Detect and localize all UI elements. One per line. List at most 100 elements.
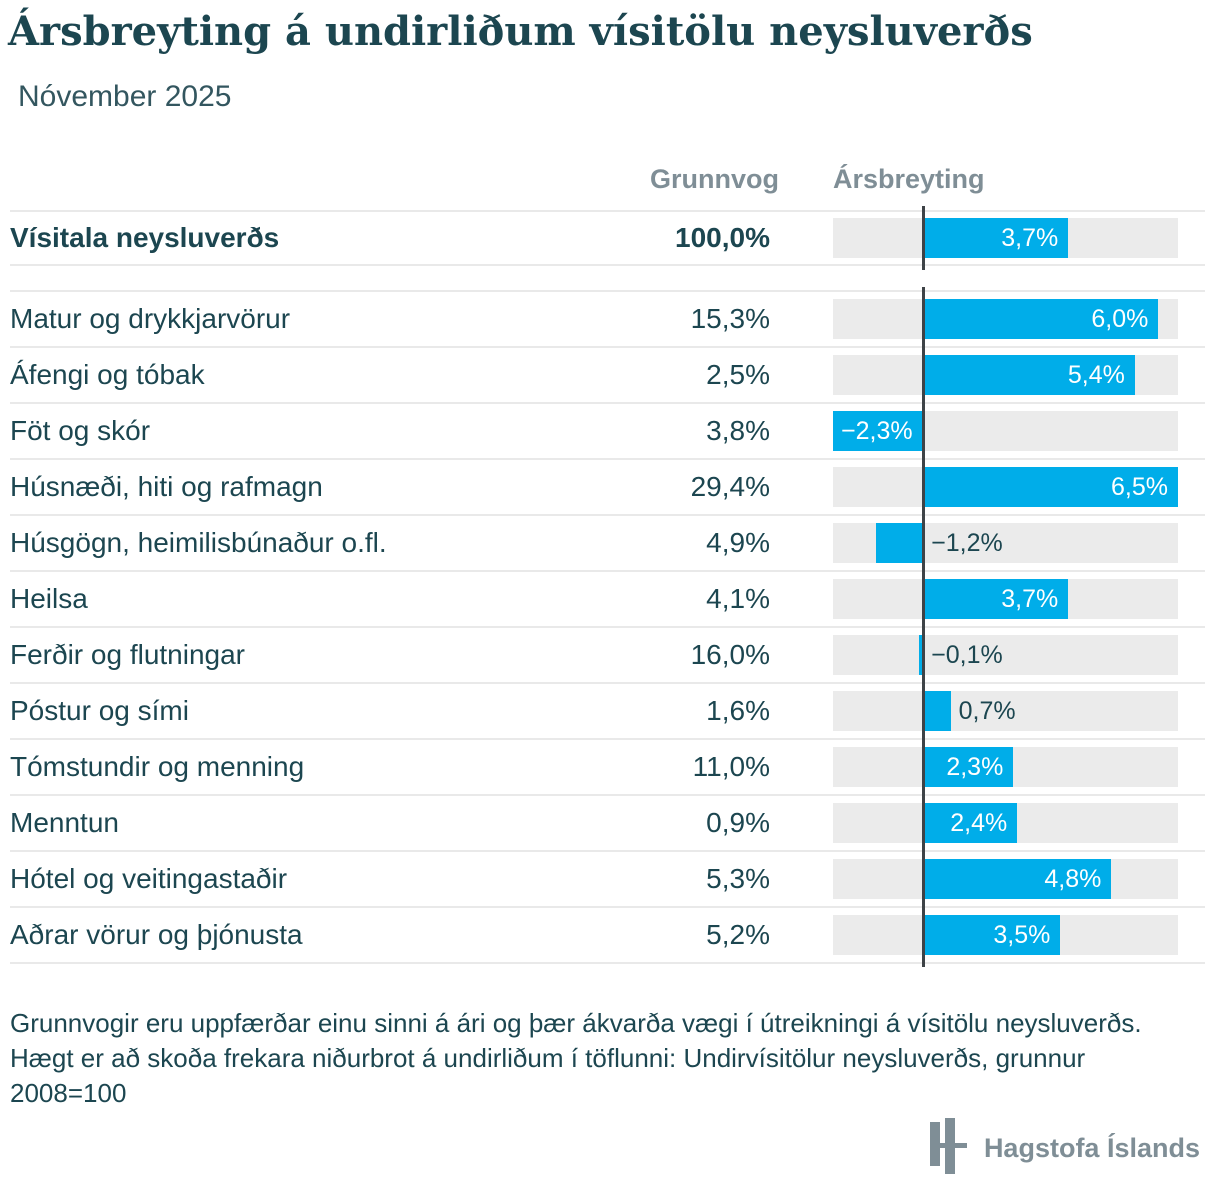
weight-value: 15,3% bbox=[690, 303, 770, 334]
table-row: Húsgögn, heimilisbúnaður o.fl. 4,9% −1,2… bbox=[10, 511, 1205, 575]
table-row: Áfengi og tóbak 2,5% 5,4% bbox=[10, 343, 1205, 407]
bar bbox=[923, 803, 1018, 843]
bar bbox=[923, 915, 1061, 955]
table-row: Húsnæði, hiti og rafmagn 29,4% 6,5% bbox=[10, 455, 1205, 519]
zero-line bbox=[922, 455, 925, 519]
zero-line bbox=[922, 567, 925, 631]
table-row: Menntun 0,9% 2,4% bbox=[10, 791, 1205, 855]
zero-line bbox=[922, 206, 925, 270]
bar-value-label: 6,5% bbox=[1111, 473, 1168, 501]
page-title: Ársbreyting á undirliðum vísitölu neyslu… bbox=[8, 8, 1033, 55]
weight-value: 1,6% bbox=[706, 695, 770, 726]
table-row: Hótel og veitingastaðir 5,3% 4,8% bbox=[10, 847, 1205, 911]
bar bbox=[923, 691, 951, 731]
zero-line bbox=[922, 791, 925, 855]
weight-value: 5,3% bbox=[706, 863, 770, 894]
table-row: Ferðir og flutningar 16,0% −0,1% bbox=[10, 623, 1205, 687]
zero-line bbox=[922, 735, 925, 799]
table-row: Aðrar vörur og þjónusta 5,2% 3,5% bbox=[10, 903, 1205, 967]
footnote-line-2: Hægt er að skoða frekara niðurbrot á und… bbox=[10, 1043, 1086, 1108]
weight-value: 4,9% bbox=[706, 527, 770, 558]
branding: Hagstofa Íslands bbox=[0, 1117, 1200, 1180]
page-subtitle: Nóvember 2025 bbox=[18, 80, 232, 113]
table-row: Matur og drykkjarvörur 15,3% 6,0% bbox=[10, 287, 1205, 351]
bar-value-label: 3,5% bbox=[993, 921, 1051, 949]
bar-track: 6,0% bbox=[833, 287, 1178, 351]
weight-value: 11,0% bbox=[692, 751, 770, 782]
category-label: Heilsa bbox=[10, 583, 88, 614]
category-label: Matur og drykkjarvörur bbox=[10, 303, 291, 334]
category-label: Aðrar vörur og þjónusta bbox=[10, 919, 303, 950]
bar bbox=[923, 747, 1014, 787]
footnote-line-1: Grunnvogir eru uppfærðar einu sinni á ár… bbox=[10, 1008, 1142, 1038]
bar-value-label: 0,7% bbox=[958, 697, 1016, 725]
bar bbox=[923, 579, 1069, 619]
table-row: Vísitala neysluverðs 100,0% 3,7% bbox=[10, 206, 1205, 270]
category-label: Hótel og veitingastaðir bbox=[10, 863, 288, 894]
bar-value-label: 2,3% bbox=[946, 753, 1004, 781]
table-row: Póstur og sími 1,6% 0,7% bbox=[10, 679, 1205, 743]
section-gap bbox=[0, 266, 1220, 290]
zero-line bbox=[922, 847, 925, 911]
weight-value: 16,0% bbox=[690, 639, 770, 670]
bar-track: 3,7% bbox=[833, 567, 1178, 631]
table-row: Tómstundir og menning 11,0% 2,3% bbox=[10, 735, 1205, 799]
bar-track: 0,7% bbox=[833, 679, 1178, 743]
logo-text: Hagstofa Íslands bbox=[983, 1133, 1200, 1163]
bar-value-label: 2,4% bbox=[950, 809, 1008, 837]
bar-track: 3,7% bbox=[833, 206, 1178, 270]
bar-value-label: −1,2% bbox=[931, 529, 1003, 557]
bar-track: −2,3% bbox=[833, 399, 1178, 463]
bar-value-label: 3,7% bbox=[1001, 224, 1059, 252]
bar-value-label: −0,1% bbox=[931, 641, 1003, 669]
weight-value: 100,0% bbox=[675, 222, 770, 253]
bar-value-label: 6,0% bbox=[1091, 305, 1149, 333]
bar-track: 5,4% bbox=[833, 343, 1178, 407]
weight-value: 0,9% bbox=[706, 807, 770, 838]
zero-line bbox=[922, 511, 925, 575]
zero-line bbox=[922, 903, 925, 967]
bar-value-label: 5,4% bbox=[1067, 361, 1125, 389]
column-header-arsbreyting: Ársbreyting bbox=[833, 164, 985, 194]
category-label: Vísitala neysluverðs bbox=[10, 222, 280, 253]
bar bbox=[919, 635, 924, 675]
zero-line bbox=[922, 399, 925, 463]
category-label: Ferðir og flutningar bbox=[10, 639, 246, 670]
category-label: Tómstundir og menning bbox=[10, 751, 305, 782]
category-label: Póstur og sími bbox=[10, 695, 189, 726]
bar-track: 3,5% bbox=[833, 903, 1178, 967]
cpi-table: Vísitala neysluverðs 100,0% 3,7% Matur o… bbox=[0, 206, 1220, 967]
bar bbox=[923, 355, 1135, 395]
weight-value: 2,5% bbox=[706, 359, 770, 390]
total-row-section: Vísitala neysluverðs 100,0% 3,7% bbox=[0, 206, 1220, 270]
zero-line bbox=[922, 287, 925, 351]
bar bbox=[833, 411, 924, 451]
bar bbox=[923, 467, 1178, 507]
zero-line bbox=[922, 343, 925, 407]
subcategory-rows-section: Matur og drykkjarvörur 15,3% 6,0% Áfengi… bbox=[10, 287, 1205, 967]
category-label: Menntun bbox=[10, 807, 119, 838]
column-header-grunnvog: Grunnvog bbox=[650, 164, 779, 194]
weight-value: 3,8% bbox=[706, 415, 770, 446]
bar bbox=[876, 523, 924, 563]
bar-track: 2,3% bbox=[833, 735, 1178, 799]
bar-track: 2,4% bbox=[833, 791, 1178, 855]
weight-value: 5,2% bbox=[706, 919, 770, 950]
category-label: Húsnæði, hiti og rafmagn bbox=[10, 471, 323, 502]
bar-track: 6,5% bbox=[833, 455, 1178, 519]
zero-line bbox=[922, 679, 925, 743]
category-label: Áfengi og tóbak bbox=[10, 359, 205, 390]
bar-track: 4,8% bbox=[833, 847, 1178, 911]
bar bbox=[923, 218, 1069, 258]
table-row: Föt og skór 3,8% −2,3% bbox=[10, 399, 1205, 463]
column-headers: Grunnvog Ársbreyting bbox=[10, 164, 1205, 195]
category-label: Húsgögn, heimilisbúnaður o.fl. bbox=[10, 527, 387, 558]
hagstofa-logo-icon bbox=[927, 1117, 968, 1180]
bar bbox=[923, 299, 1159, 339]
footnotes: Grunnvogir eru uppfærðar einu sinni á ár… bbox=[10, 1006, 1205, 1111]
weight-value: 4,1% bbox=[706, 583, 770, 614]
table-row: Heilsa 4,1% 3,7% bbox=[10, 567, 1205, 631]
bar bbox=[923, 859, 1112, 899]
weight-value: 29,4% bbox=[690, 471, 770, 502]
bar-value-label: 3,7% bbox=[1001, 585, 1059, 613]
